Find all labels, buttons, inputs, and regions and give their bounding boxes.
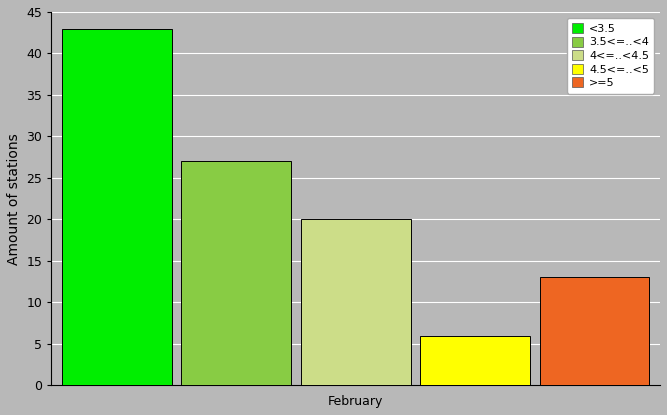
Bar [301, 220, 411, 386]
Y-axis label: Amount of stations: Amount of stations [7, 133, 21, 264]
Bar [540, 278, 649, 386]
Bar [62, 29, 172, 386]
Bar [181, 161, 291, 386]
Bar [420, 336, 530, 386]
Legend: <3.5, 3.5<=..<4, 4<=..<4.5, 4.5<=..<5, >=5: <3.5, 3.5<=..<4, 4<=..<4.5, 4.5<=..<5, >… [567, 17, 654, 94]
